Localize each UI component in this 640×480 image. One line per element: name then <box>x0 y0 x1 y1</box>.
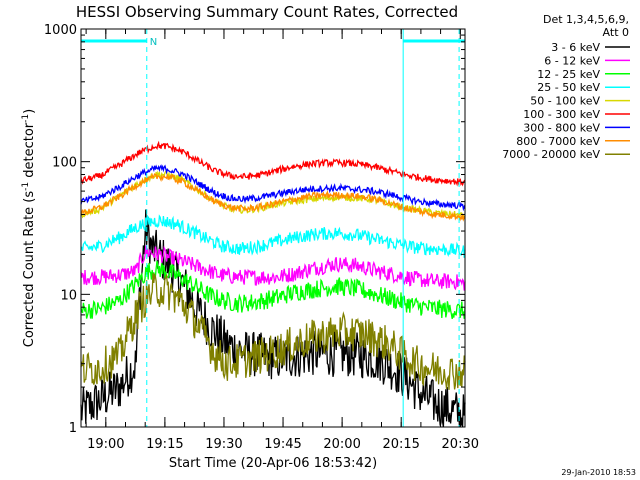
legend-label-s1: 3 - 6 keV <box>551 41 600 54</box>
footer-date: 29-Jan-2010 18:53 <box>561 468 636 477</box>
legend-label-s3: 12 - 25 keV <box>537 68 600 81</box>
x-tick-label: 20:00 <box>323 437 360 452</box>
y-axis: 1 10 100 1000 <box>44 23 465 436</box>
series-line-s7 <box>80 164 466 212</box>
series-line-s2 <box>80 245 466 291</box>
x-tick-label: 20:15 <box>382 437 419 452</box>
y-axis-label-sup2: -1 <box>21 114 31 123</box>
legend-label-s5: 50 - 100 keV <box>530 95 600 108</box>
y-axis-label-end: ) <box>22 109 37 114</box>
series-line-s9 <box>80 272 466 390</box>
legend-title-1: Det 1,3,4,5,6,9, <box>543 13 629 26</box>
legend-label-s6: 100 - 300 keV <box>523 108 600 121</box>
y-tick-label: 1000 <box>44 23 77 38</box>
bar-marker-label: N <box>150 37 157 48</box>
x-tick-label: 19:45 <box>264 437 301 452</box>
legend-label-s9: 7000 - 20000 keV <box>502 148 600 161</box>
legend-label-s8: 800 - 7000 keV <box>516 135 600 148</box>
y-axis-label-mid: detector <box>22 122 37 182</box>
y-axis-label-main: Corrected Count Rate (s <box>22 191 37 348</box>
x-tick-label: 19:15 <box>146 437 183 452</box>
y-axis-label: Corrected Count Rate (s-1 detector-1) <box>21 109 37 347</box>
y-tick-label: 100 <box>52 156 77 171</box>
x-axis-label: Start Time (20-Apr-06 18:53:42) <box>169 456 377 471</box>
legend-label-s7: 300 - 800 keV <box>523 121 600 134</box>
chart-title: HESSI Observing Summary Count Rates, Cor… <box>76 3 458 21</box>
plot-frame <box>80 28 466 428</box>
x-tick-label: 20:30 <box>442 437 479 452</box>
legend-label-s2: 6 - 12 keV <box>544 54 600 67</box>
y-tick-label: 1 <box>69 421 77 436</box>
annotation-layer: N <box>81 29 465 427</box>
series-line-s4 <box>80 214 466 258</box>
y-tick-label: 10 <box>60 288 77 303</box>
legend-title-2: Att 0 <box>603 26 629 39</box>
x-axis: 19:00 19:15 19:30 19:45 20:00 20:15 20:30 <box>85 29 479 452</box>
series-line-s6 <box>80 140 466 187</box>
y-axis-label-sup1: -1 <box>21 182 31 191</box>
x-tick-label: 19:30 <box>205 437 242 452</box>
series-layer <box>80 140 466 428</box>
x-tick-label: 19:00 <box>87 437 124 452</box>
series-line-s8 <box>80 172 466 222</box>
series-line-s3 <box>80 260 466 320</box>
legend-label-s4: 25 - 50 keV <box>537 81 600 94</box>
series-line-s1 <box>80 209 466 428</box>
